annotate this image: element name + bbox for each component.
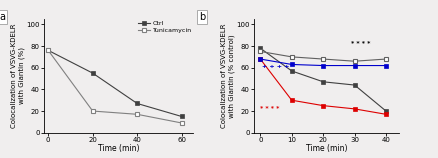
Tunicamycin bbox=[90, 110, 95, 112]
Text: * * * *: * * * * bbox=[351, 41, 371, 46]
Ctrl bbox=[90, 72, 95, 74]
Ctrl bbox=[321, 81, 326, 83]
X-axis label: Time (min): Time (min) bbox=[98, 144, 139, 153]
siPITPβ bbox=[352, 60, 357, 62]
si PITPβ/Tunicamycin bbox=[352, 65, 357, 67]
Tunicamycin bbox=[134, 113, 140, 115]
Ctrl bbox=[289, 70, 294, 72]
si PITPβ/Tunicamycin bbox=[258, 58, 263, 60]
Ctrl bbox=[352, 84, 357, 86]
Line: siPITPβ: siPITPβ bbox=[258, 49, 388, 63]
Legend: Ctrl, Tunicamycin: Ctrl, Tunicamycin bbox=[138, 20, 193, 34]
Text: * * * *: * * * * bbox=[260, 106, 279, 111]
siPITPβ bbox=[258, 51, 263, 52]
Line: Ctrl: Ctrl bbox=[258, 46, 388, 113]
Tunicamycin bbox=[179, 122, 184, 124]
Tunicamycin bbox=[352, 108, 357, 110]
X-axis label: Time (min): Time (min) bbox=[306, 144, 347, 153]
Tunicamycin bbox=[258, 58, 263, 60]
Y-axis label: Colocalization of VSVG-KDELR
with Giantin (%): Colocalization of VSVG-KDELR with Gianti… bbox=[11, 24, 25, 128]
siPITPβ bbox=[289, 56, 294, 58]
si PITPβ/Tunicamycin bbox=[383, 65, 389, 67]
siPITPβ bbox=[383, 58, 389, 60]
Tunicamycin bbox=[321, 105, 326, 107]
Text: + + + +: + + + + bbox=[262, 64, 290, 69]
Ctrl bbox=[383, 110, 389, 112]
Line: Tunicamycin: Tunicamycin bbox=[46, 48, 184, 125]
Tunicamycin bbox=[383, 113, 389, 115]
Ctrl bbox=[258, 47, 263, 49]
Text: a: a bbox=[0, 12, 5, 22]
Line: Ctrl: Ctrl bbox=[46, 48, 184, 119]
Tunicamycin bbox=[289, 99, 294, 101]
Text: b: b bbox=[199, 12, 205, 22]
si PITPβ/Tunicamycin bbox=[321, 65, 326, 67]
Line: si PITPβ/Tunicamycin: si PITPβ/Tunicamycin bbox=[258, 57, 388, 68]
Y-axis label: Colocalization of VSVG-KDELR
with Giantin (% control): Colocalization of VSVG-KDELR with Gianti… bbox=[222, 24, 235, 128]
siPITPβ bbox=[321, 58, 326, 60]
Tunicamycin bbox=[46, 49, 51, 51]
Line: Tunicamycin: Tunicamycin bbox=[258, 57, 388, 116]
Ctrl bbox=[46, 49, 51, 51]
si PITPβ/Tunicamycin bbox=[289, 64, 294, 65]
Ctrl bbox=[134, 103, 140, 104]
Ctrl bbox=[179, 115, 184, 117]
